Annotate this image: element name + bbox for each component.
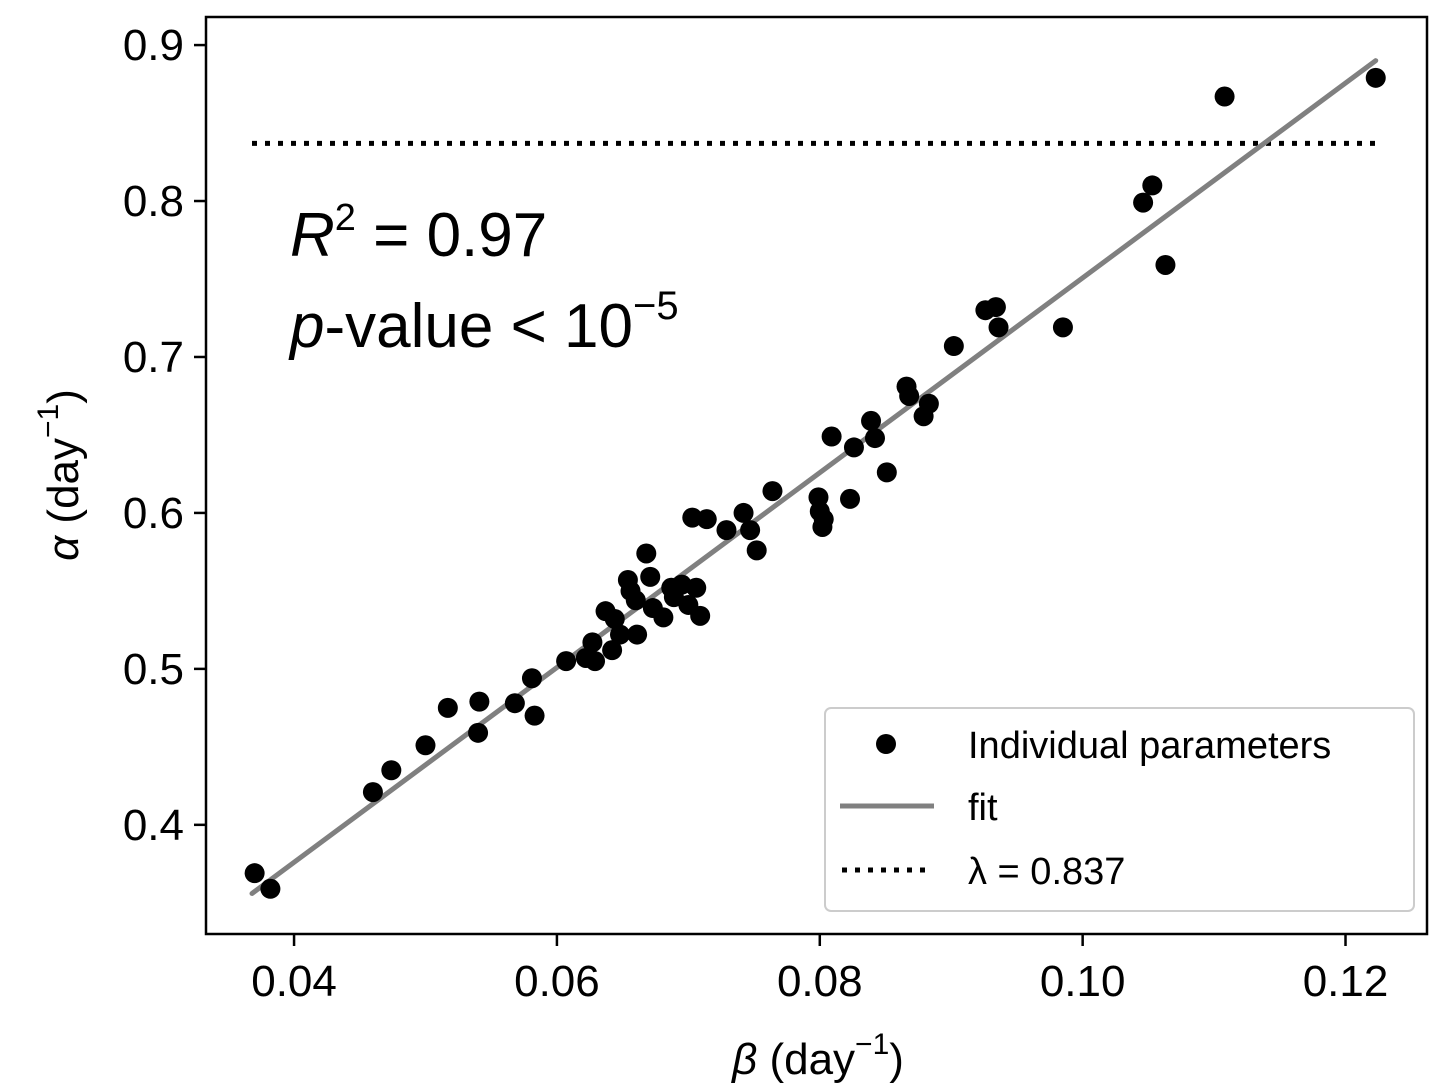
- data-point: [610, 624, 631, 645]
- y-axis-exponent: −1: [32, 404, 65, 438]
- pvalue-annotation: p-value < 10−5: [288, 284, 679, 361]
- pvalue-sup: −5: [633, 284, 679, 328]
- data-point: [415, 735, 436, 756]
- data-point: [636, 543, 657, 564]
- legend-label-fit: fit: [968, 787, 998, 829]
- data-point: [524, 705, 545, 726]
- data-point: [1052, 317, 1073, 338]
- data-point: [746, 540, 767, 561]
- data-point: [469, 691, 490, 712]
- data-point: [985, 297, 1006, 318]
- data-point: [686, 577, 707, 598]
- data-point: [733, 502, 754, 523]
- y-axis-symbol: α: [39, 534, 88, 561]
- x-tick-label: 0.06: [514, 957, 600, 1006]
- data-point: [1365, 67, 1386, 88]
- data-point: [244, 863, 265, 884]
- y-axis-label-text: (day: [39, 438, 88, 524]
- data-point: [682, 507, 703, 528]
- data-point: [625, 590, 646, 611]
- x-tick-label: 0.08: [777, 957, 863, 1006]
- data-point: [813, 509, 834, 530]
- x-tick-label: 0.04: [251, 957, 337, 1006]
- data-point: [640, 566, 661, 587]
- plot-frame: [204, 15, 1429, 936]
- data-point: [627, 624, 648, 645]
- data-point: [821, 426, 842, 447]
- data-point: [437, 697, 458, 718]
- data-point: [690, 605, 711, 626]
- x-axis-exponent: −1: [855, 1028, 889, 1061]
- data-point: [918, 393, 939, 414]
- y-axis-label: α (day−1): [32, 389, 88, 561]
- axis-ticks: 0.04 0.06 0.08 0.10 0.12 0.4 0.5 0.6 0.7 0.8 0.9: [123, 21, 1389, 1006]
- data-point: [362, 782, 383, 803]
- pvalue-lhs: p: [288, 292, 324, 361]
- y-tick-label: 0.9: [123, 21, 184, 70]
- y-tick-label: 0.6: [123, 489, 184, 538]
- data-point: [556, 651, 577, 672]
- data-point: [861, 410, 882, 431]
- r2-rest: = 0.97: [356, 201, 547, 270]
- x-tick-label: 0.12: [1303, 957, 1389, 1006]
- data-point: [876, 462, 897, 483]
- x-axis-label-text: (day: [769, 1035, 855, 1084]
- data-point: [716, 520, 737, 541]
- data-point: [899, 385, 920, 406]
- data-point: [585, 651, 606, 672]
- legend-marker-dot: [876, 734, 896, 754]
- data-point: [696, 509, 717, 530]
- data-point: [988, 317, 1009, 338]
- data-point: [740, 520, 761, 541]
- data-point: [864, 428, 885, 449]
- data-point: [653, 607, 674, 628]
- fit-line: [249, 58, 1379, 896]
- y-tick-label: 0.5: [123, 645, 184, 694]
- pvalue-rest: -value < 10: [324, 292, 633, 361]
- r2-annotation: R2 = 0.97: [290, 197, 547, 270]
- x-axis-close: ): [889, 1035, 904, 1084]
- y-axis-close: ): [39, 389, 88, 404]
- data-point: [260, 878, 281, 899]
- r2-lhs: R: [290, 201, 335, 270]
- y-tick-label: 0.4: [123, 801, 184, 850]
- data-point: [762, 481, 783, 502]
- data-point: [943, 336, 964, 357]
- data-point: [1142, 175, 1163, 196]
- x-axis-symbol: β: [730, 1035, 757, 1084]
- data-point: [843, 437, 864, 458]
- data-point: [604, 608, 625, 629]
- data-point: [840, 488, 861, 509]
- r2-sup: 2: [335, 197, 356, 239]
- data-point: [1214, 86, 1235, 107]
- data-point: [602, 640, 623, 661]
- data-point: [381, 760, 402, 781]
- data-point: [1133, 192, 1154, 213]
- data-point: [521, 668, 542, 689]
- legend-label-points: Individual parameters: [968, 725, 1331, 767]
- y-tick-label: 0.8: [123, 177, 184, 226]
- legend: Individual parameters fit λ = 0.837: [824, 707, 1415, 912]
- x-tick-label: 0.10: [1040, 957, 1126, 1006]
- x-axis-label: β (day−1): [730, 1028, 904, 1084]
- data-point: [1155, 254, 1176, 275]
- y-tick-label: 0.7: [123, 333, 184, 382]
- legend-box: [824, 707, 1415, 912]
- data-point: [504, 693, 525, 714]
- scatter-points-layer: [244, 67, 1386, 899]
- data-point: [468, 722, 489, 743]
- fit-line-layer: [249, 58, 1379, 896]
- legend-label-lambda: λ = 0.837: [968, 851, 1125, 893]
- data-point: [582, 632, 603, 653]
